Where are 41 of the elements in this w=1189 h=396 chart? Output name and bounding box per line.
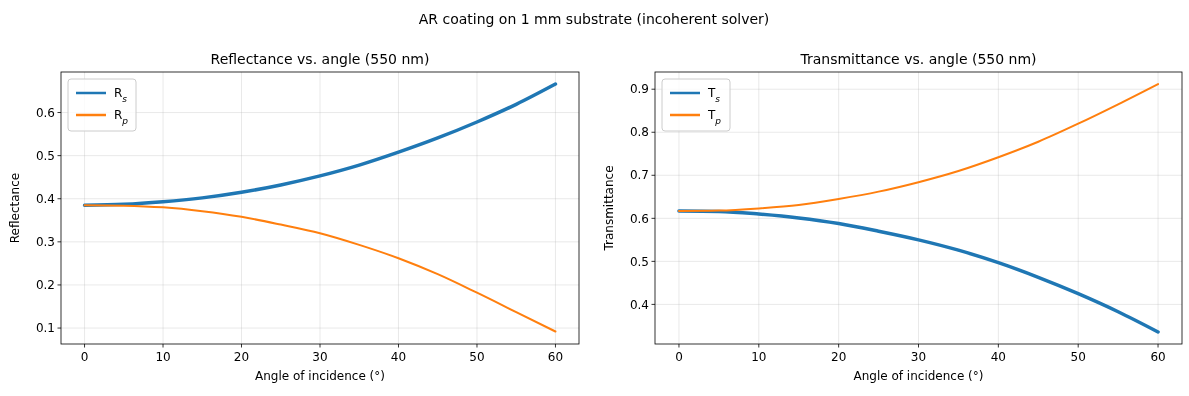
x-tick-label: 20 bbox=[831, 350, 847, 364]
line-series bbox=[82, 82, 558, 207]
y-tick-label: 0.9 bbox=[629, 82, 649, 97]
text: AR coating on 1 mm substrate (incoherent solver) bbox=[418, 11, 770, 27]
legend-label: R$_{s}$ bbox=[114, 86, 128, 105]
x-tick-label: 0 bbox=[675, 350, 683, 364]
chart-title: Transmittance vs. angle (550 nm) bbox=[799, 51, 1037, 67]
chart-title: Reflectance vs. angle (550 nm) bbox=[210, 51, 430, 67]
y-tick-label: 0.3 bbox=[35, 235, 55, 250]
y-tick-label: 0.4 bbox=[629, 297, 649, 312]
y-axis-title: Transmittance bbox=[602, 165, 616, 252]
x-tick-label: 50 bbox=[1070, 350, 1086, 364]
line-series bbox=[677, 83, 1160, 213]
y-tick-label: 0.7 bbox=[629, 168, 649, 183]
legend-label: R$_{p}$ bbox=[114, 108, 129, 127]
y-tick-label: 0.5 bbox=[629, 254, 649, 269]
x-axis-title: Angle of incidence (°) bbox=[255, 369, 385, 383]
x-tick-label: 10 bbox=[155, 350, 171, 364]
legend-label: T$_{s}$ bbox=[707, 86, 721, 105]
x-tick-label: 40 bbox=[990, 350, 1006, 364]
y-tick-label: 0.6 bbox=[35, 105, 55, 120]
x-tick-label: 60 bbox=[547, 350, 564, 364]
x-tick-label: 60 bbox=[1150, 350, 1166, 364]
line-series bbox=[677, 209, 1160, 334]
line-series bbox=[83, 204, 557, 333]
y-tick-label: 0.6 bbox=[629, 211, 649, 226]
y-axis-title: Reflectance bbox=[8, 172, 22, 244]
x-tick-label: 50 bbox=[469, 350, 485, 364]
x-tick-label: 30 bbox=[312, 350, 328, 364]
x-tick-label: 40 bbox=[390, 350, 407, 364]
y-tick-label: 0.1 bbox=[35, 321, 55, 336]
x-tick-label: 20 bbox=[233, 350, 250, 364]
x-tick-label: 10 bbox=[751, 350, 767, 364]
y-tick-label: 0.5 bbox=[35, 148, 55, 163]
x-tick-label: 0 bbox=[80, 350, 89, 364]
x-tick-label: 30 bbox=[910, 350, 927, 364]
x-axis-title: Angle of incidence (°) bbox=[853, 369, 984, 383]
y-tick-label: 0.8 bbox=[629, 125, 649, 140]
legend-label: T$_{p}$ bbox=[707, 108, 722, 127]
y-tick-label: 0.2 bbox=[35, 278, 55, 293]
y-tick-label: 0.4 bbox=[35, 191, 55, 206]
